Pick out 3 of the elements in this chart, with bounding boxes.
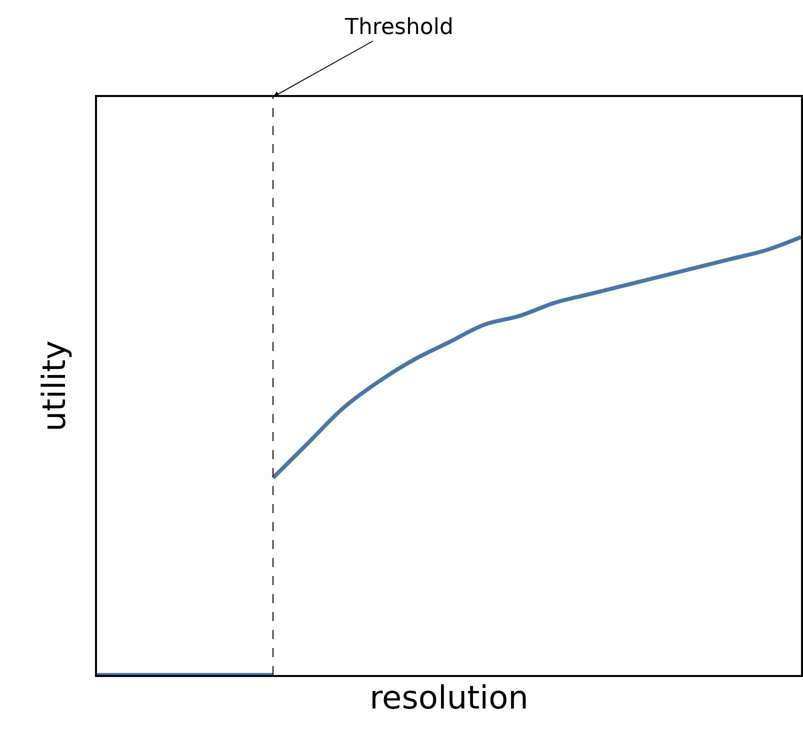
x-axis-title: resolution bbox=[370, 678, 528, 717]
text: Threshold bbox=[344, 15, 454, 40]
y-axis-title: utility bbox=[35, 340, 74, 432]
